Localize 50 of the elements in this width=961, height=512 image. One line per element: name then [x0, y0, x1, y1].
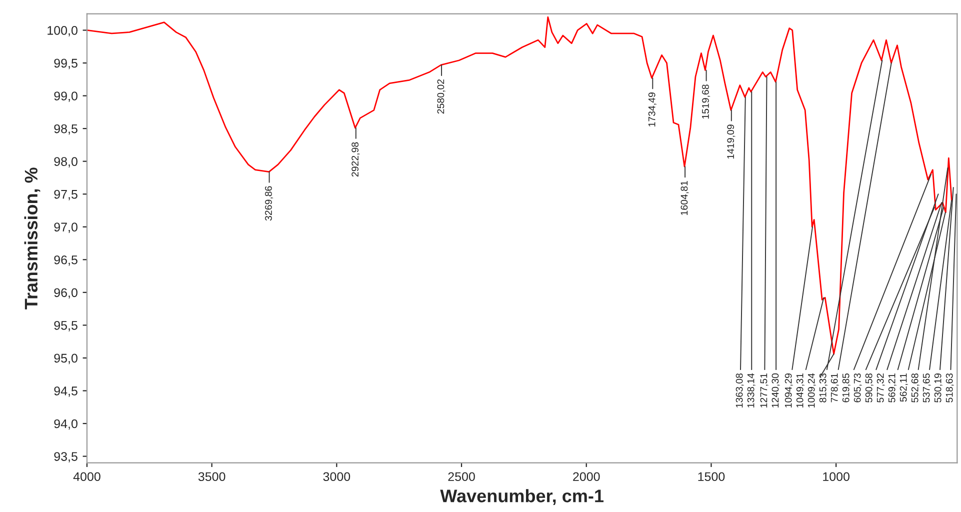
y-tick-label: 100,0	[48, 26, 78, 36]
annotation: 552,68	[911, 373, 920, 402]
y-tick-label: 95,5	[54, 320, 78, 332]
annotation: 1419,09	[727, 124, 736, 159]
y-tick-label: 98,0	[54, 157, 78, 168]
annotation: 1604,81	[680, 181, 689, 215]
x-tick-label: 3500	[198, 472, 226, 482]
y-tick-label: 99,0	[54, 92, 78, 102]
annotation: 2580,02	[437, 79, 446, 114]
annotation: 1094,29	[784, 374, 793, 408]
annotation: 619,85	[842, 373, 850, 402]
annotation: 1338,14	[747, 373, 756, 408]
y-tick-label: 98,5	[54, 124, 78, 135]
y-tick-label: 97,0	[54, 222, 78, 233]
annotation: 590,58	[865, 373, 874, 402]
annotation: 3269,86	[265, 186, 274, 221]
x-tick-label: 3000	[323, 472, 350, 482]
y-tick-label: 94,5	[54, 386, 78, 397]
annotation: 1519,68	[702, 84, 710, 119]
y-tick-label: 94,0	[54, 419, 78, 430]
annotation: 1363,08	[736, 373, 744, 408]
annotation: 1240,30	[772, 373, 780, 408]
x-tick-label: 2500	[448, 472, 475, 482]
annotation: 562,11	[900, 374, 908, 402]
y-tick-label: 95,0	[54, 354, 78, 364]
y-axis-title: Transmission, %	[24, 168, 40, 310]
annotation: 605,73	[854, 373, 862, 402]
y-tick-label: 97,5	[54, 190, 78, 200]
annotation: 1049,31	[796, 374, 804, 408]
y-tick-label: 99,5	[54, 58, 78, 70]
y-tick-label: 93,5	[54, 452, 78, 462]
x-tick-label: 4000	[73, 472, 100, 482]
x-axis-title: Wavenumber, cm-1	[440, 489, 604, 505]
annotation: 537,65	[922, 373, 931, 402]
x-tick-label: 2000	[573, 472, 600, 482]
annotation: 1277,51	[760, 374, 768, 408]
annotation: 518,63	[946, 373, 954, 402]
annotation: 778,61	[830, 374, 839, 402]
y-tick-label: 96,0	[54, 288, 78, 299]
x-tick-label: 1500	[698, 472, 725, 482]
annotation: 2922,98	[352, 142, 360, 177]
annotation: 530,19	[934, 374, 942, 402]
annotation: 1009,24	[808, 373, 816, 408]
annotation: 1734,49	[648, 92, 656, 126]
x-tick-label: 1000	[823, 472, 850, 482]
annotation: 577,32	[876, 374, 885, 402]
annotation: 815,33	[819, 373, 828, 402]
annotation: 569,21	[888, 374, 896, 402]
line-series	[86, 16, 952, 355]
y-tick-label: 96,5	[54, 255, 78, 266]
